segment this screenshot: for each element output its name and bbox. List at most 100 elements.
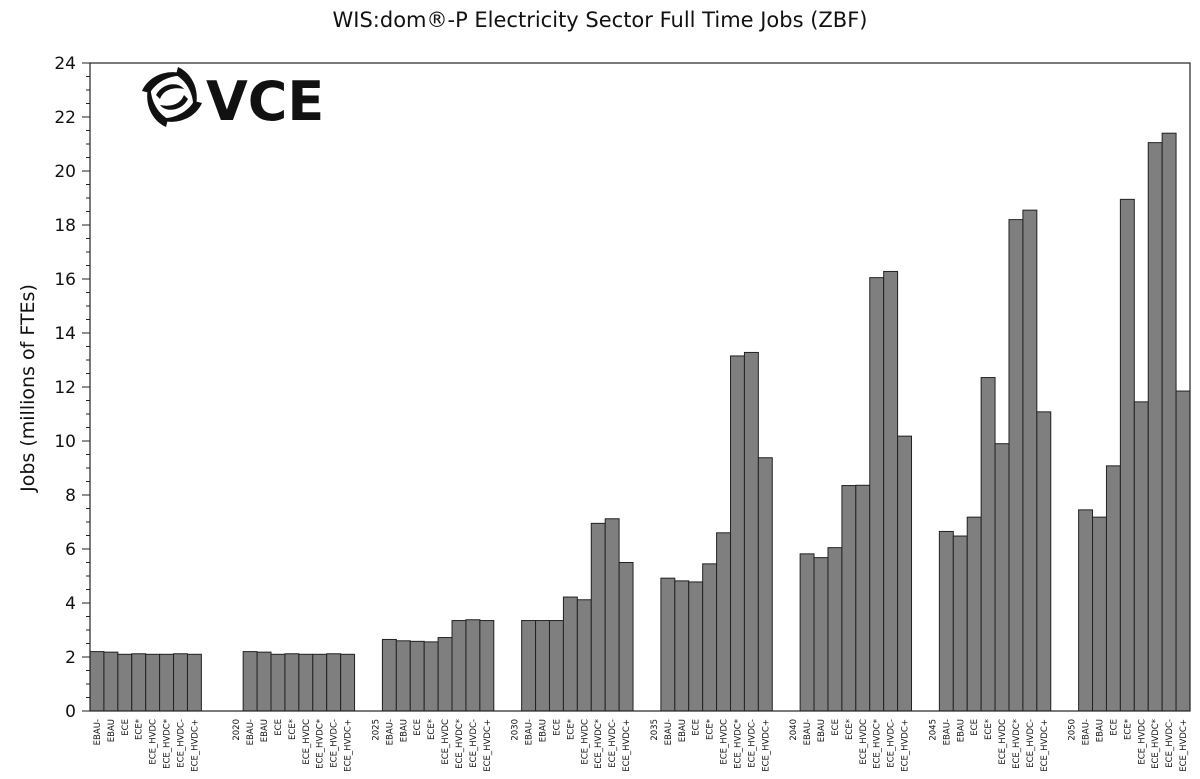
bar xyxy=(994,443,1010,712)
category-label: EBAU xyxy=(956,719,966,742)
y-tick-label: 6 xyxy=(65,540,76,560)
year-label: 2020 xyxy=(232,719,242,741)
category-label: ECE_HVDC- xyxy=(330,719,340,768)
bar xyxy=(1092,516,1107,712)
category-label: ECE* xyxy=(566,719,576,740)
category-label: EBAU- xyxy=(246,719,256,745)
category-label: ECE_HVDC+ xyxy=(901,719,911,772)
category-label: ECE_HVDC xyxy=(580,719,590,765)
bar xyxy=(465,619,481,712)
category-label: ECE xyxy=(692,719,702,736)
bar xyxy=(813,557,829,712)
category-label: ECE xyxy=(552,719,562,736)
bar xyxy=(242,651,258,712)
bar xyxy=(827,547,843,712)
category-label: EBAU xyxy=(399,719,409,742)
category-label: ECE* xyxy=(1123,719,1133,740)
category-label: ECE* xyxy=(135,719,145,740)
category-label: ECE xyxy=(274,719,284,736)
year-label: 2045 xyxy=(928,719,938,741)
category-label: EBAU- xyxy=(803,719,813,745)
bar xyxy=(479,620,495,712)
category-label: EBAU xyxy=(678,719,688,742)
bar xyxy=(562,596,578,712)
year-label: 2050 xyxy=(1068,719,1078,741)
bar xyxy=(869,277,885,712)
bar xyxy=(966,516,982,712)
category-label: ECE_HVDC* xyxy=(455,719,465,769)
bar xyxy=(799,553,815,712)
y-tick-label: 18 xyxy=(54,216,76,236)
category-label: EBAU xyxy=(539,719,549,742)
category-label: ECE xyxy=(970,719,980,736)
bar xyxy=(1008,219,1024,712)
category-label: ECE_HVDC* xyxy=(316,719,326,769)
swirl-logo-icon xyxy=(142,67,202,127)
category-label: EBAU- xyxy=(525,719,535,745)
category-label: EBAU- xyxy=(1082,719,1092,745)
bar xyxy=(1147,142,1163,712)
y-tick-label: 16 xyxy=(54,270,76,290)
category-label: ECE_HVDC- xyxy=(608,719,618,768)
category-label: ECE_HVDC* xyxy=(1012,719,1022,769)
category-label: ECE_HVDC* xyxy=(163,719,173,769)
category-label: EBAU- xyxy=(664,719,674,745)
category-label: ECE_HVDC xyxy=(720,719,730,765)
bar xyxy=(535,620,550,712)
bar xyxy=(660,577,676,712)
category-label: EBAU xyxy=(107,719,117,742)
category-label: EBAU- xyxy=(942,719,952,745)
y-tick-label: 24 xyxy=(54,54,76,74)
category-label: ECE xyxy=(1109,719,1119,736)
y-tick-label: 22 xyxy=(54,108,76,128)
labels-layer: EBAU- EBAU ECE ECE* ECE_HVDC ECE_HVDC* ECE_HVD… xyxy=(93,719,1189,772)
vce-logo: VCE xyxy=(142,67,324,133)
bar xyxy=(173,653,188,712)
logo-text: VCE xyxy=(206,70,324,133)
category-label: ECE_HVDC xyxy=(998,719,1008,765)
category-label: ECE_HVDC xyxy=(441,719,451,765)
bar xyxy=(326,653,342,712)
bar xyxy=(897,435,913,712)
category-label: ECE* xyxy=(706,719,716,740)
category-label: ECE_HVDC xyxy=(1137,719,1147,765)
y-tick-label: 20 xyxy=(54,162,76,182)
bar xyxy=(548,620,564,712)
bar xyxy=(1022,209,1038,712)
bar xyxy=(1119,198,1135,712)
category-label: ECE_HVDC- xyxy=(887,719,897,768)
bar xyxy=(855,484,871,712)
category-label: ECE_HVDC+ xyxy=(761,719,771,772)
chart-title: WIS:dom®-P Electricity Sector Full Time … xyxy=(332,8,868,32)
bar xyxy=(952,535,968,712)
category-label: ECE_HVDC* xyxy=(873,719,883,769)
year-label: 2030 xyxy=(511,719,521,741)
y-tick-label: 2 xyxy=(65,648,76,668)
bar xyxy=(604,518,620,712)
bar xyxy=(270,653,286,712)
bar xyxy=(298,653,314,712)
category-label: ECE_HVDC* xyxy=(1151,719,1161,769)
category-label: ECE_HVDC- xyxy=(469,719,479,768)
category-label: ECE* xyxy=(845,719,855,740)
category-label: ECE_HVDC- xyxy=(747,719,757,768)
bars-layer xyxy=(89,132,1191,712)
bar xyxy=(1036,411,1052,712)
category-label: ECE xyxy=(413,719,423,736)
bar xyxy=(1105,465,1121,712)
bar xyxy=(312,653,328,712)
bar xyxy=(841,485,857,712)
bar xyxy=(757,457,773,712)
bar xyxy=(256,651,272,712)
bar xyxy=(284,653,300,712)
bar xyxy=(716,532,732,712)
bar xyxy=(451,620,467,712)
y-tick-label: 8 xyxy=(65,486,76,506)
bar xyxy=(674,580,690,712)
category-label: ECE xyxy=(831,719,841,736)
y-tick-label: 4 xyxy=(65,594,76,614)
bar xyxy=(159,653,175,712)
bar xyxy=(1133,401,1149,712)
bar xyxy=(103,651,119,712)
